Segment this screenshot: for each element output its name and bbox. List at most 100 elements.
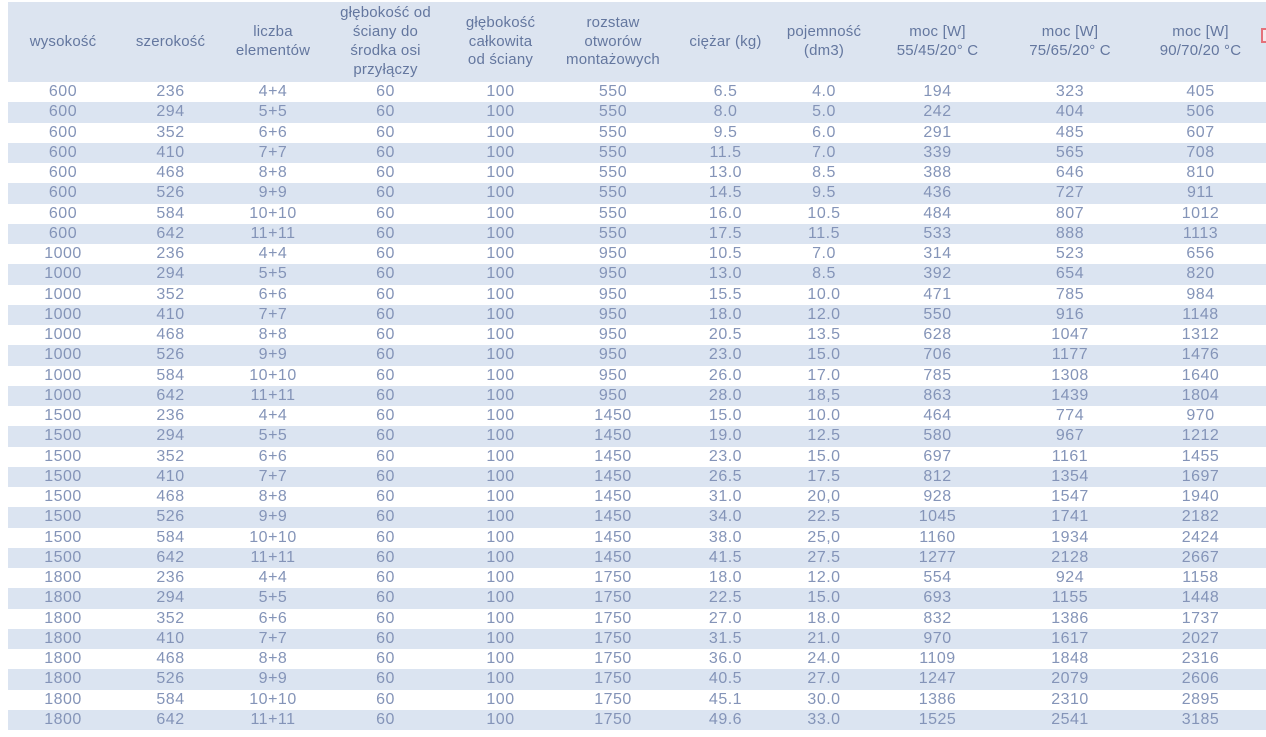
table-cell: 15.0 [778,345,870,366]
table-cell: 526 [118,345,223,366]
table-cell: 1800 [8,628,118,649]
table-cell: 584 [118,203,223,224]
table-cell: 6+6 [223,122,323,143]
table-cell: 1500 [8,406,118,427]
table-cell: 18.0 [673,568,778,589]
table-cell: 924 [1005,568,1135,589]
table-cell: 60 [323,203,448,224]
table-cell: 950 [553,284,673,305]
table-row: 600 294 5+5 60 100 550 8.0 5.0 242 404 506 [8,102,1266,123]
table-cell: 1450 [553,446,673,467]
table-cell: 100 [448,689,553,710]
table-cell: 1800 [8,649,118,670]
table-cell: 60 [323,608,448,629]
table-cell: 13.0 [673,264,778,285]
header-row: wysokość szerokość liczba elementów głęboko… [8,2,1266,82]
radiator-spec-table: wysokość szerokość liczba elementów głęboko… [8,2,1266,730]
table-cell: 1800 [8,608,118,629]
table-cell: 8+8 [223,325,323,346]
table-cell: 8.5 [778,163,870,184]
table-cell: 60 [323,426,448,447]
table-row: 1500 352 6+6 60 100 1450 23.0 15.0 697 1161 1455 [8,446,1266,467]
table-cell: 1448 [1135,588,1266,609]
table-cell: 1750 [553,568,673,589]
table-cell: 506 [1135,102,1266,123]
table-cell: 16.0 [673,203,778,224]
table-cell: 20,0 [778,487,870,508]
table-cell: 1247 [870,669,1005,690]
table-cell: 15.0 [778,588,870,609]
table-cell: 60 [323,142,448,163]
table-cell: 1800 [8,709,118,730]
table-cell: 60 [323,244,448,265]
table-cell: 1000 [8,284,118,305]
table-cell: 60 [323,385,448,406]
table-cell: 27.0 [778,669,870,690]
table-cell: 11+11 [223,385,323,406]
table-cell: 1800 [8,689,118,710]
table-cell: 2310 [1005,689,1135,710]
table-cell: 970 [1135,406,1266,427]
table-cell: 484 [870,203,1005,224]
table-cell: 550 [553,223,673,244]
table-cell: 100 [448,244,553,265]
table-cell: 236 [118,82,223,103]
table-cell: 1500 [8,426,118,447]
table-cell: 533 [870,223,1005,244]
table-cell: 1000 [8,304,118,325]
table-cell: 11.5 [673,142,778,163]
table-cell: 8+8 [223,163,323,184]
table-cell: 17.5 [673,223,778,244]
table-cell: 100 [448,385,553,406]
table-cell: 60 [323,547,448,568]
table-cell: 100 [448,487,553,508]
table-row: 1500 584 10+10 60 100 1450 38.0 25,0 1160 1934 242… [8,527,1266,548]
table-cell: 693 [870,588,1005,609]
table-cell: 20.5 [673,325,778,346]
table-row: 1000 352 6+6 60 100 950 15.5 10.0 471 785 984 [8,284,1266,305]
table-cell: 38.0 [673,527,778,548]
table-cell: 1000 [8,385,118,406]
table-cell: 60 [323,446,448,467]
table-cell: 31.5 [673,628,778,649]
table-cell: 1697 [1135,466,1266,487]
table-cell: 807 [1005,203,1135,224]
table-cell: 60 [323,304,448,325]
table-row: 1000 410 7+7 60 100 950 18.0 12.0 550 916 1148 [8,304,1266,325]
table-cell: 26.0 [673,365,778,386]
table-cell: 1455 [1135,446,1266,467]
table-cell: 41.5 [673,547,778,568]
table-cell: 628 [870,325,1005,346]
table-row: 1800 352 6+6 60 100 1750 27.0 18.0 832 1386 1737 [8,608,1266,629]
table-row: 1500 526 9+9 60 100 1450 34.0 22.5 1045 1741 2182 [8,507,1266,528]
table-cell: 1737 [1135,608,1266,629]
table-cell: 25,0 [778,527,870,548]
table-cell: 1155 [1005,588,1135,609]
table-cell: 774 [1005,406,1135,427]
table-cell: 15.0 [778,446,870,467]
table-cell: 22.5 [778,507,870,528]
table-cell: 863 [870,385,1005,406]
table-cell: 708 [1135,142,1266,163]
table-cell: 1500 [8,487,118,508]
table-cell: 410 [118,628,223,649]
table-cell: 967 [1005,426,1135,447]
table-cell: 352 [118,608,223,629]
table-cell: 21.0 [778,628,870,649]
table-cell: 100 [448,365,553,386]
table-cell: 642 [118,385,223,406]
table-row: 1000 468 8+8 60 100 950 20.5 13.5 628 1047 1312 [8,325,1266,346]
table-cell: 2316 [1135,649,1266,670]
table-cell: 100 [448,183,553,204]
table-cell: 19.0 [673,426,778,447]
table-cell: 1617 [1005,628,1135,649]
table-cell: 5+5 [223,102,323,123]
table-cell: 950 [553,244,673,265]
table-cell: 464 [870,406,1005,427]
table-cell: 10.5 [673,244,778,265]
table-cell: 1109 [870,649,1005,670]
table-cell: 5+5 [223,588,323,609]
table-cell: 1047 [1005,325,1135,346]
table-cell: 100 [448,628,553,649]
table-cell: 550 [553,122,673,143]
